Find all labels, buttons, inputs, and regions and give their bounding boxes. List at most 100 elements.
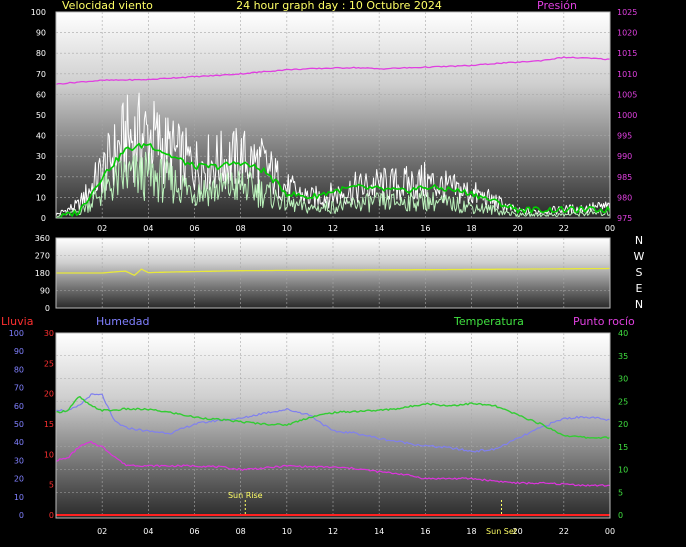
rain-y-tick-label: 10 [44, 450, 54, 459]
pressure-y-tick-label: 1015 [617, 49, 637, 58]
temp-x-tick-label: 08 [236, 527, 246, 536]
wind-y-tick-label: 20 [36, 173, 46, 182]
humidity-y-tick-label: 10 [14, 493, 24, 502]
pressure-y-tick-label: 1020 [617, 29, 637, 38]
wind-x-tick-label: 12 [328, 224, 338, 233]
direction-y-tick-label: 270 [35, 252, 50, 261]
wind-x-tick-label: 02 [97, 224, 107, 233]
temperature-y-tick-label: 0 [618, 511, 623, 520]
wind-y-tick-label: 0 [41, 214, 46, 223]
wind-x-tick-label: 14 [374, 224, 384, 233]
wind-y-tick-label: 40 [36, 132, 46, 141]
compass-w: W [634, 250, 645, 263]
pressure-y-tick-label: 1010 [617, 70, 637, 79]
temp-x-tick-label: 18 [466, 527, 476, 536]
humidity-y-tick-label: 60 [14, 402, 24, 411]
pressure-y-tick-label: 980 [617, 193, 632, 202]
compass-n-top: N [635, 234, 643, 247]
pressure-y-tick-label: 975 [617, 214, 632, 223]
direction-y-tick-label: 360 [35, 234, 50, 243]
rain-label: Lluvia [1, 315, 33, 328]
temperature-label: Temperatura [453, 315, 524, 328]
wind-x-tick-label: 04 [143, 224, 153, 233]
pressure-y-tick-label: 985 [617, 173, 632, 182]
wind-panel-frame [55, 11, 611, 219]
humidity-y-tick-label: 40 [14, 438, 24, 447]
temp-x-tick-label: 16 [420, 527, 430, 536]
wind-y-tick-label: 80 [36, 49, 46, 58]
wind-y-tick-label: 100 [31, 8, 46, 17]
temperature-y-tick-label: 25 [618, 397, 628, 406]
pressure-y-tick-label: 1000 [617, 111, 637, 120]
pressure-y-tick-label: 990 [617, 152, 632, 161]
temperature-y-tick-label: 40 [618, 329, 628, 338]
temp-x-tick-label: 14 [374, 527, 384, 536]
pressure-label: Presión [537, 0, 577, 12]
grid-layer [56, 12, 611, 515]
temperature-y-tick-label: 5 [618, 488, 623, 497]
wind-x-tick-label: 08 [236, 224, 246, 233]
direction-y-tick-label: 0 [45, 304, 50, 313]
temp-x-tick-label: 06 [189, 527, 199, 536]
temp-x-tick-label: 00 [605, 527, 615, 536]
temp-x-tick-label: 02 [97, 527, 107, 536]
wind-x-tick-label: 16 [420, 224, 430, 233]
dew-point-label: Punto rocío [573, 315, 635, 328]
rain-y-tick-label: 0 [49, 511, 54, 520]
temp-x-tick-label: 10 [282, 527, 292, 536]
wind-x-tick-label: 00 [605, 224, 615, 233]
temp-x-tick-label: 12 [328, 527, 338, 536]
pressure-series [56, 56, 610, 86]
rain-y-tick-label: 25 [44, 359, 54, 368]
temperature-y-tick-label: 20 [618, 420, 628, 429]
wind-x-tick-label: 10 [282, 224, 292, 233]
rain-y-tick-label: 20 [44, 390, 54, 399]
temperature-y-tick-label: 35 [618, 352, 628, 361]
humidity-y-tick-label: 50 [14, 420, 24, 429]
compass-e: E [636, 282, 643, 295]
pressure-y-tick-label: 1025 [617, 8, 637, 17]
wind-average-series [56, 151, 610, 218]
temperature-y-tick-label: 15 [618, 443, 628, 452]
humidity-y-tick-label: 70 [14, 384, 24, 393]
wind-speed-label: Velocidad viento [62, 0, 153, 12]
wind-x-tick-label: 18 [466, 224, 476, 233]
humidity-y-tick-label: 90 [14, 347, 24, 356]
pressure-y-tick-label: 1005 [617, 90, 637, 99]
humidity-series [56, 393, 610, 453]
humidity-y-tick-label: 80 [14, 365, 24, 374]
temp-x-tick-label: 04 [143, 527, 153, 536]
wind-y-tick-label: 90 [36, 29, 46, 38]
direction-y-tick-label: 180 [35, 269, 50, 278]
wind-x-tick-label: 22 [559, 224, 569, 233]
sun-set-annotation: Sun Set [486, 527, 517, 536]
temperature-series [56, 396, 610, 440]
wind-y-tick-label: 50 [36, 111, 46, 120]
temperature-y-tick-label: 30 [618, 375, 628, 384]
sun-rise-annotation: Sun Rise [228, 491, 263, 500]
tick-layer: 0102030405060708090100975980985990995100… [9, 8, 638, 536]
wind-x-tick-label: 20 [513, 224, 523, 233]
wind-y-tick-label: 10 [36, 193, 46, 202]
humidity-y-tick-label: 0 [19, 511, 24, 520]
rain-y-tick-label: 5 [49, 481, 54, 490]
graph-title: 24 hour graph day : 10 Octubre 2024 [236, 0, 442, 12]
wind-y-tick-label: 60 [36, 90, 46, 99]
rain-y-tick-label: 15 [44, 420, 54, 429]
compass-n-bottom: N [635, 298, 643, 311]
temp-x-tick-label: 22 [559, 527, 569, 536]
wind-y-tick-label: 70 [36, 70, 46, 79]
wind-y-tick-label: 30 [36, 152, 46, 161]
humidity-label: Humedad [96, 315, 149, 328]
humidity-y-tick-label: 100 [9, 329, 24, 338]
dew-point-series [56, 440, 610, 487]
temperature-y-tick-label: 10 [618, 466, 628, 475]
wind-x-tick-label: 06 [189, 224, 199, 233]
wind-direction-series [56, 267, 610, 276]
direction-y-tick-label: 90 [40, 287, 50, 296]
rain-y-tick-label: 30 [44, 329, 54, 338]
temp-x-tick-label: 20 [513, 527, 523, 536]
humidity-y-tick-label: 30 [14, 456, 24, 465]
